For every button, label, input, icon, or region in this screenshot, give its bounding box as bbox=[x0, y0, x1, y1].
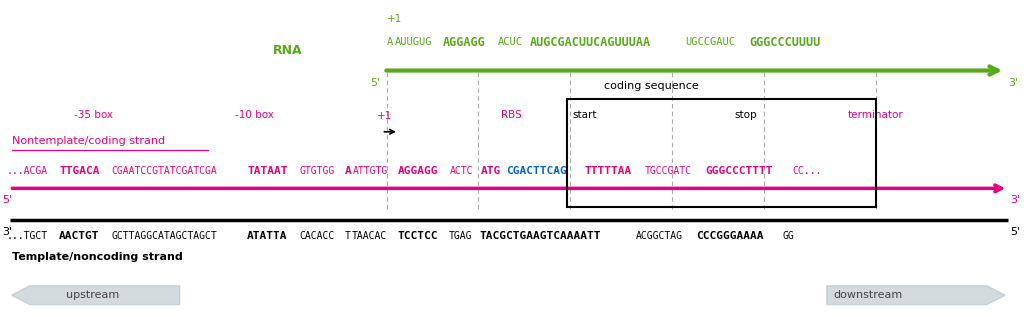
Text: GG: GG bbox=[782, 231, 795, 242]
Text: AUUGUG: AUUGUG bbox=[394, 37, 432, 47]
Text: CGAATCCGTATCGATCGA: CGAATCCGTATCGATCGA bbox=[112, 166, 217, 176]
Text: +1: +1 bbox=[387, 14, 401, 24]
Text: TTTTTAA: TTTTTAA bbox=[585, 166, 632, 176]
Text: CCCGGGAAAA: CCCGGGAAAA bbox=[695, 231, 763, 242]
Text: ATATTA: ATATTA bbox=[247, 231, 288, 242]
Text: 3': 3' bbox=[2, 227, 12, 237]
Text: upstream: upstream bbox=[67, 290, 120, 300]
Text: TGAG: TGAG bbox=[450, 231, 473, 242]
Text: A: A bbox=[387, 37, 393, 47]
Text: A: A bbox=[344, 166, 351, 176]
Text: AUGCGACUUCAGUUUAA: AUGCGACUUCAGUUUAA bbox=[529, 36, 651, 49]
Text: RBS: RBS bbox=[501, 109, 521, 120]
Text: +1: +1 bbox=[377, 111, 392, 121]
Text: ATG: ATG bbox=[480, 166, 501, 176]
Text: TTGACA: TTGACA bbox=[59, 166, 99, 176]
Text: coding sequence: coding sequence bbox=[604, 81, 699, 91]
Text: Template/noncoding strand: Template/noncoding strand bbox=[11, 252, 182, 262]
Text: 5': 5' bbox=[1011, 227, 1020, 237]
Text: TACGCTGAAGTCAAAATT: TACGCTGAAGTCAAAATT bbox=[479, 231, 601, 242]
Text: GTGTGG: GTGTGG bbox=[299, 166, 335, 176]
Text: -10 box: -10 box bbox=[234, 109, 273, 120]
Text: 5': 5' bbox=[371, 78, 380, 88]
Text: TATAAT: TATAAT bbox=[247, 166, 288, 176]
Text: downstream: downstream bbox=[833, 290, 902, 300]
Text: Nontemplate/coding strand: Nontemplate/coding strand bbox=[11, 136, 165, 146]
Text: AGGAGG: AGGAGG bbox=[398, 166, 439, 176]
Text: 3': 3' bbox=[1011, 195, 1020, 205]
Text: ACGGCTAG: ACGGCTAG bbox=[635, 231, 682, 242]
Text: RNA: RNA bbox=[272, 44, 302, 57]
Text: ATTGTG: ATTGTG bbox=[353, 166, 388, 176]
Text: UGCCGAUC: UGCCGAUC bbox=[685, 37, 735, 47]
Text: 3': 3' bbox=[1009, 78, 1018, 88]
Text: GCTTAGGCATAGCTAGCT: GCTTAGGCATAGCTAGCT bbox=[112, 231, 217, 242]
Text: AGGAGG: AGGAGG bbox=[442, 36, 485, 49]
Text: ACTC: ACTC bbox=[451, 166, 474, 176]
Text: ...ACGA: ...ACGA bbox=[6, 166, 47, 176]
Text: start: start bbox=[572, 109, 597, 120]
Text: GGGCCCUUUU: GGGCCCUUUU bbox=[750, 36, 821, 49]
Text: AACTGT: AACTGT bbox=[59, 231, 99, 242]
Text: -35 box: -35 box bbox=[74, 109, 113, 120]
Text: stop: stop bbox=[734, 109, 757, 120]
Text: T: T bbox=[344, 231, 350, 242]
Text: terminator: terminator bbox=[848, 109, 903, 120]
Text: CGACTTCAG: CGACTTCAG bbox=[507, 166, 567, 176]
Text: ACUC: ACUC bbox=[498, 37, 522, 47]
Text: TCCTCC: TCCTCC bbox=[397, 231, 437, 242]
Text: TAACAC: TAACAC bbox=[352, 231, 387, 242]
Text: CC...: CC... bbox=[793, 166, 821, 176]
Text: CACACC: CACACC bbox=[299, 231, 335, 242]
FancyArrow shape bbox=[11, 286, 180, 305]
Text: GGGCCCTTTT: GGGCCCTTTT bbox=[706, 166, 773, 176]
Text: ...TGCT: ...TGCT bbox=[6, 231, 47, 242]
Text: 5': 5' bbox=[2, 195, 12, 205]
Text: TGCCGATC: TGCCGATC bbox=[645, 166, 692, 176]
FancyArrow shape bbox=[826, 286, 1006, 305]
